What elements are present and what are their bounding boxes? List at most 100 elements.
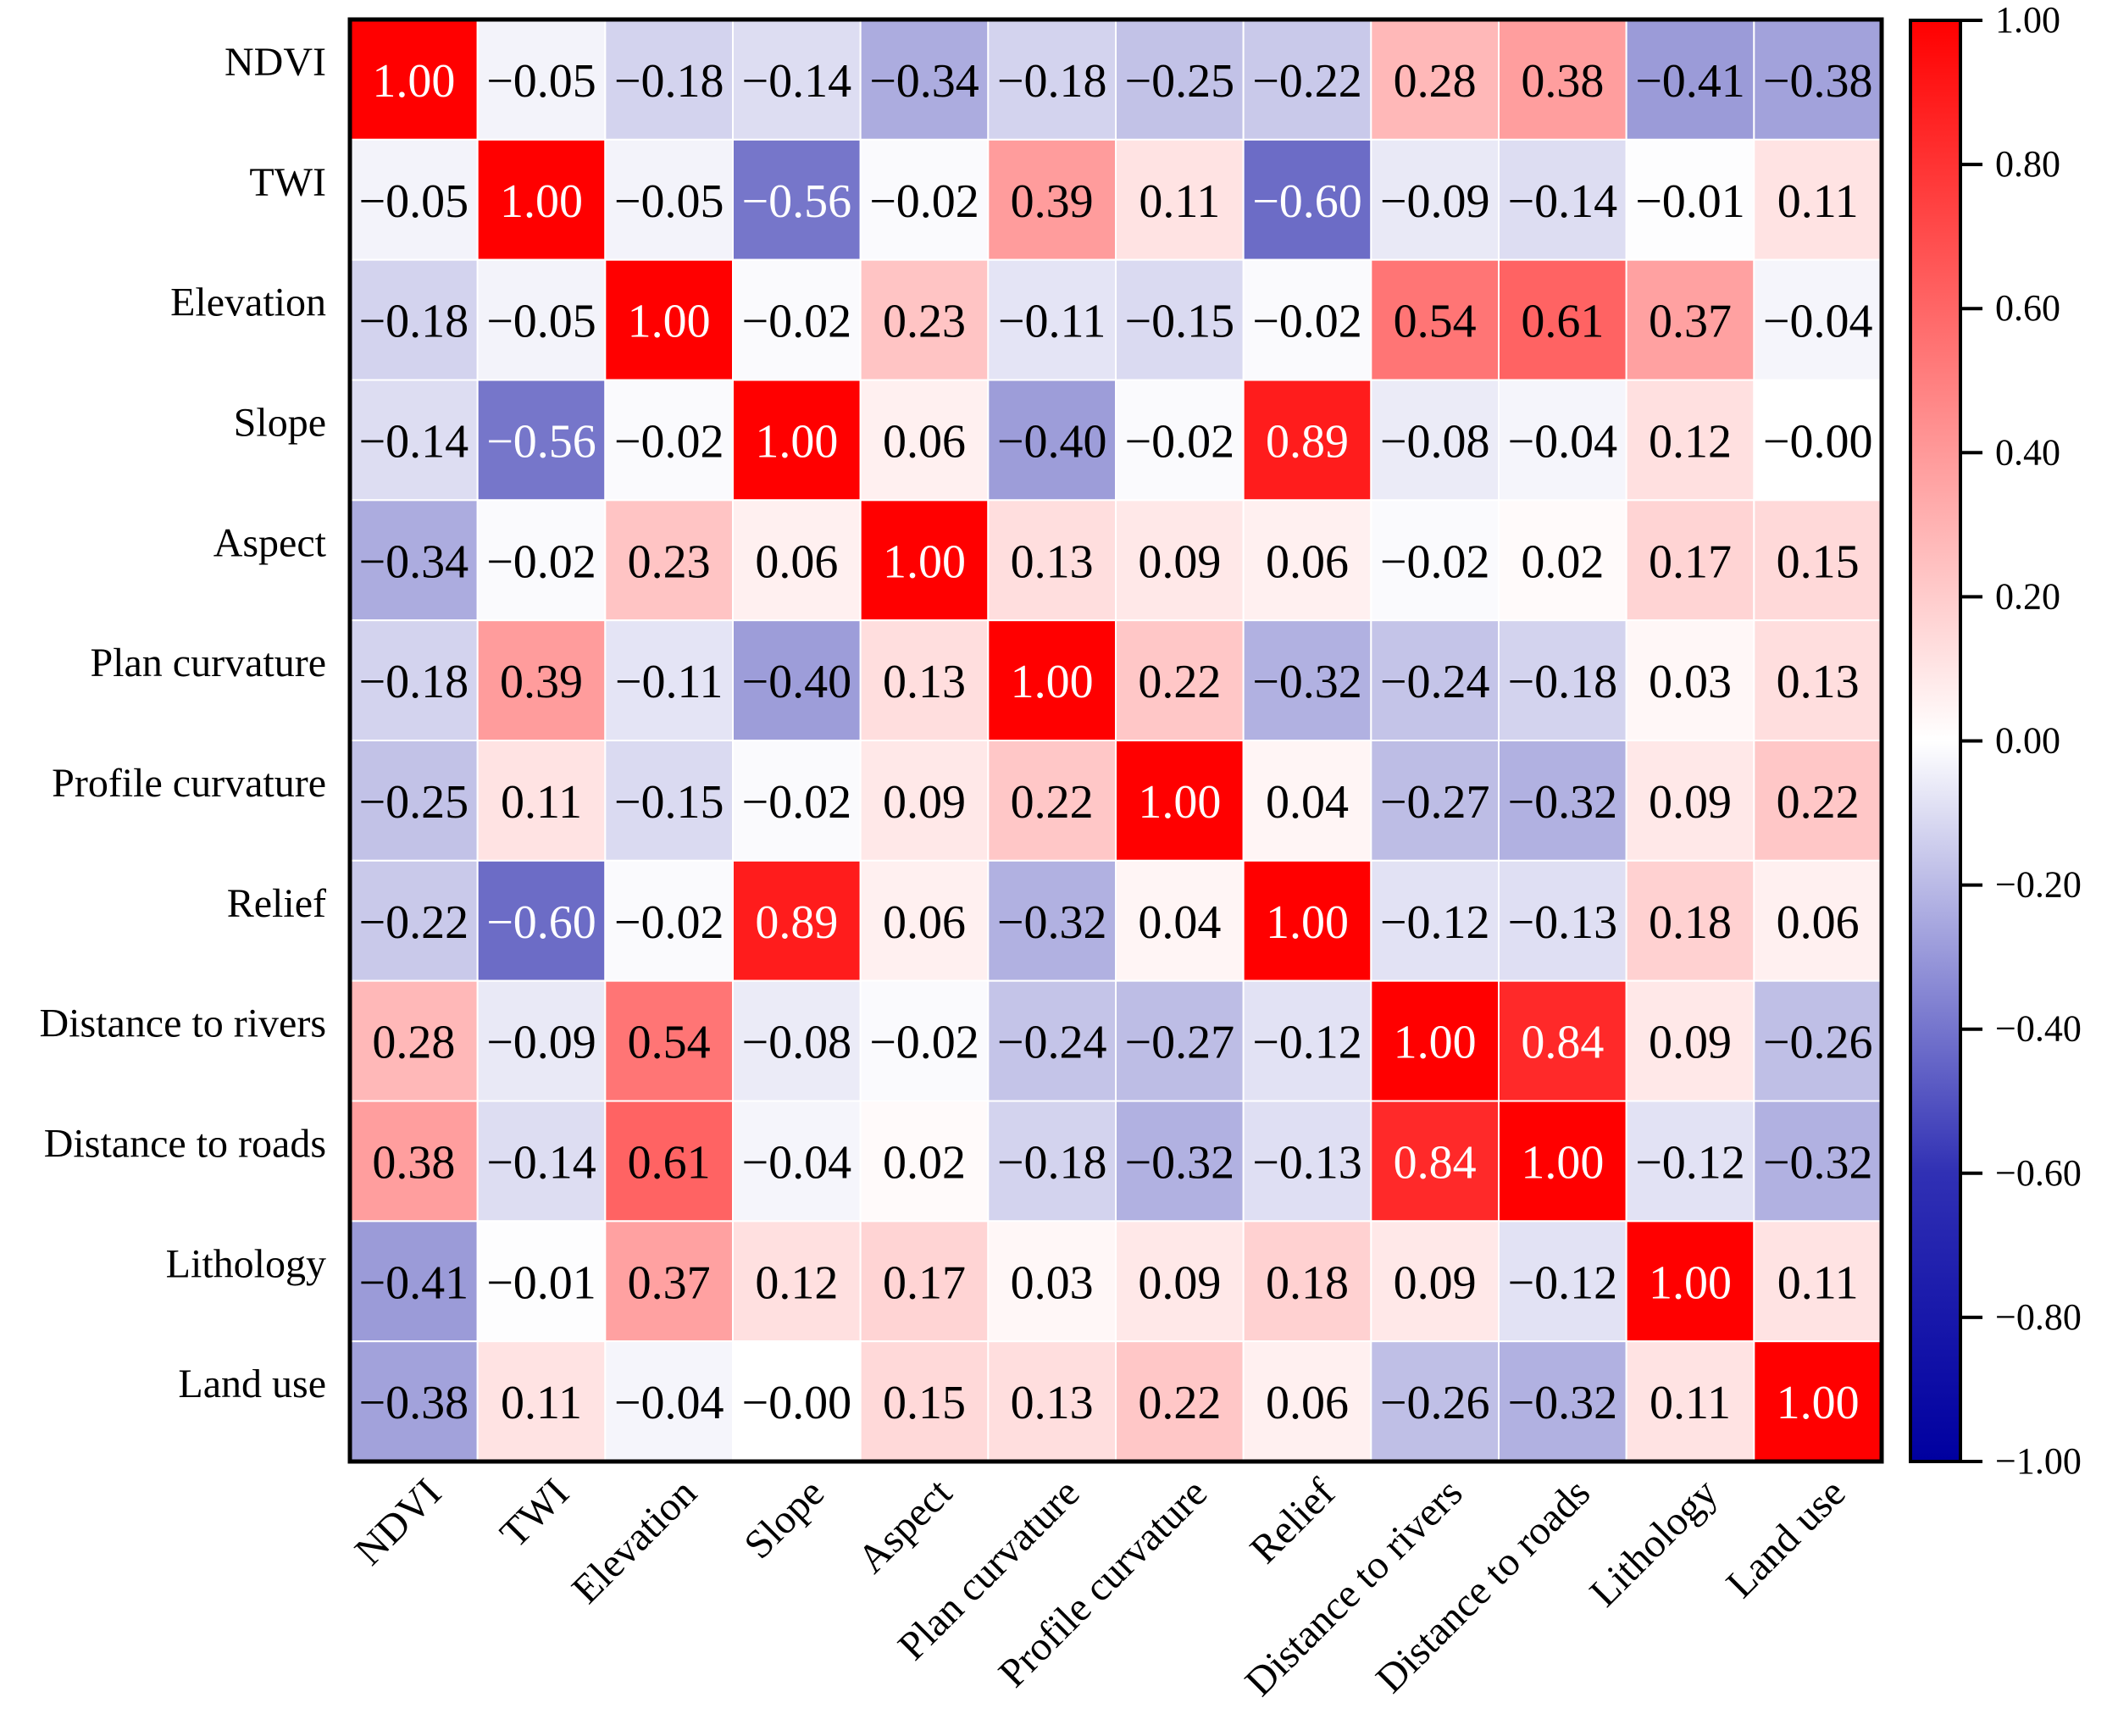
heatmap-cell (1370, 138, 1500, 261)
heatmap-cell (1498, 1100, 1627, 1223)
heatmap-cell (859, 740, 990, 862)
cell-value-label: 0.37 (1649, 296, 1732, 348)
heatmap-cell (1625, 379, 1755, 502)
heatmap-cell (1625, 1100, 1755, 1223)
colorbar-tick-label: 0.20 (1995, 575, 2060, 617)
row-label: Land use (178, 1362, 326, 1406)
colorbar-tick-label: 0.60 (1995, 287, 2060, 329)
row-label: Plan curvature (90, 641, 326, 685)
cell-value-label: 0.06 (1266, 535, 1349, 588)
heatmap-cell (1242, 979, 1372, 1102)
cell-value-label: −0.34 (869, 55, 979, 108)
heatmap-cell (349, 740, 479, 862)
cell-value-label: −0.26 (1380, 1377, 1490, 1429)
heatmap-cell (1370, 619, 1500, 742)
cell-value-label: 0.04 (1266, 776, 1349, 829)
heatmap-cell (732, 258, 862, 381)
column-label: Elevation (563, 1470, 706, 1612)
cell-value-label: −0.04 (614, 1377, 724, 1429)
heatmap-cell (1625, 740, 1755, 862)
heatmap-cell (349, 499, 479, 622)
heatmap-cell (604, 379, 734, 502)
heatmap-cell (476, 19, 607, 141)
cell-value-label: 0.06 (883, 415, 966, 468)
heatmap-cell (732, 619, 862, 742)
heatmap-cell (1242, 859, 1372, 982)
cell-value-label: 0.38 (372, 1136, 455, 1189)
heatmap-cell (987, 1220, 1117, 1343)
heatmap-cell (1753, 619, 1882, 742)
cell-value-label: 1.00 (1266, 896, 1349, 949)
colorbar (1909, 19, 1962, 1463)
cell-value-label: −0.32 (1763, 1136, 1873, 1189)
cell-value-label: −0.02 (1125, 415, 1235, 468)
cell-value-label: −0.32 (1125, 1136, 1235, 1189)
cell-value-label: −0.32 (1508, 1377, 1618, 1429)
cell-value-label: 0.15 (883, 1377, 966, 1429)
cell-value-label: −0.08 (742, 1017, 852, 1069)
heatmap-cell (476, 1220, 607, 1343)
heatmap-cell (1753, 258, 1882, 381)
cell-value-label: 0.06 (883, 896, 966, 949)
heatmap-cell (476, 1100, 607, 1223)
cell-value-label: −0.40 (742, 656, 852, 708)
cell-value-label: 1.00 (1011, 656, 1094, 708)
colorbar-tick-label: −0.60 (1995, 1152, 2082, 1194)
heatmap-cell (476, 1340, 607, 1462)
cell-value-label: 0.61 (628, 1136, 711, 1189)
cell-value-label: 0.54 (628, 1017, 711, 1069)
column-label: Aspect (849, 1470, 961, 1582)
cell-value-label: 0.18 (1649, 896, 1732, 949)
cell-value-label: 0.17 (883, 1256, 966, 1309)
cell-value-label: −0.14 (359, 415, 469, 468)
column-label: Slope (735, 1470, 833, 1567)
heatmap-cell (732, 1100, 862, 1223)
cell-value-label: −0.05 (486, 296, 596, 348)
heatmap-cell (859, 138, 990, 261)
colorbar-tick-label: −0.80 (1995, 1296, 2082, 1338)
column-label: Distance to roads (1367, 1470, 1599, 1701)
heatmap-cell (476, 379, 607, 502)
heatmap-cell (987, 19, 1117, 141)
heatmap-cell (987, 619, 1117, 742)
cell-value-label: 1.00 (372, 55, 455, 108)
cell-value-label: −0.18 (614, 55, 724, 108)
heatmap-cell (1753, 1220, 1882, 1343)
cell-value-label: −0.00 (1763, 415, 1873, 468)
colorbar-tick-label: 0.80 (1995, 143, 2060, 185)
cell-value-label: 0.15 (1777, 535, 1860, 588)
heatmap-cell (1498, 740, 1627, 862)
cell-value-label: 0.13 (883, 656, 966, 708)
cell-value-label: −0.09 (1380, 175, 1490, 228)
cell-value-label: 1.00 (1394, 1017, 1477, 1069)
cell-value-label: 0.89 (1266, 415, 1349, 468)
heatmap-cell (1625, 138, 1755, 261)
cell-value-label: −0.18 (997, 1136, 1107, 1189)
cell-value-label: −0.12 (1380, 896, 1490, 949)
column-label: NDVI (347, 1470, 450, 1573)
heatmap-cell (1753, 740, 1882, 862)
heatmap-cell (349, 1220, 479, 1343)
row-label: NDVI (225, 40, 326, 85)
heatmap-cell (349, 859, 479, 982)
cell-value-label: −0.09 (486, 1017, 596, 1069)
cell-value-label: −0.22 (359, 896, 469, 949)
heatmap-cell (1498, 1340, 1627, 1462)
cell-value-label: −0.27 (1380, 776, 1490, 829)
cell-value-label: 1.00 (1649, 1256, 1732, 1309)
row-label: Lithology (166, 1241, 326, 1286)
heatmap-cell (604, 1100, 734, 1223)
cell-value-label: 0.03 (1649, 656, 1732, 708)
cell-value-label: −0.18 (359, 656, 469, 708)
cell-value-label: −0.41 (1635, 55, 1745, 108)
cell-value-label: −0.60 (486, 896, 596, 949)
cell-value-label: −0.15 (614, 776, 724, 829)
cell-value-label: −0.18 (997, 55, 1107, 108)
colorbar-tick-label: −1.00 (1995, 1440, 2082, 1482)
cell-value-label: −0.04 (1508, 415, 1618, 468)
cell-value-label: −0.02 (486, 535, 596, 588)
cell-value-label: 0.11 (1777, 1256, 1859, 1309)
cell-value-label: 0.13 (1011, 1377, 1094, 1429)
heatmap-cell (1498, 859, 1627, 982)
